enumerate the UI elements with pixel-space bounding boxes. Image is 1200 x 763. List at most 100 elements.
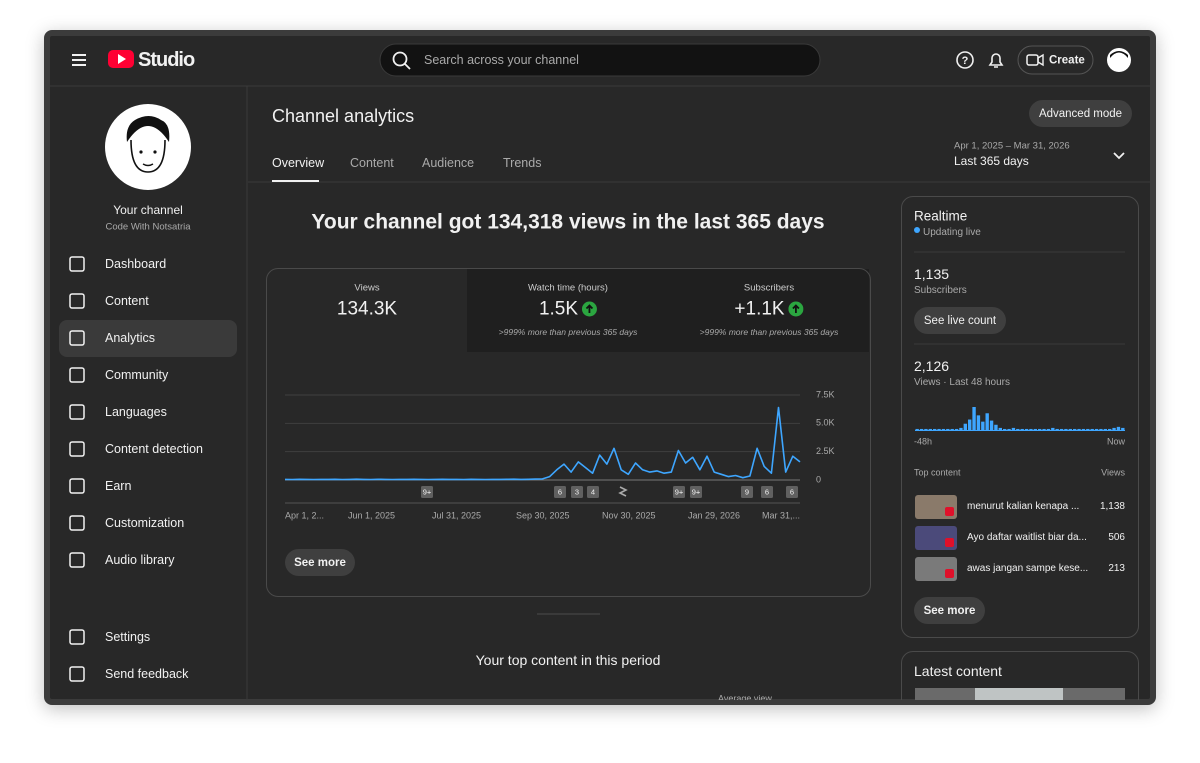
realtime-bar [928,428,932,430]
realtime-bar [968,419,972,430]
realtime-bar [1112,427,1116,430]
realtime-bar [976,415,981,430]
channel-name: Code With Notsatria [105,221,191,233]
y-tick-label: 5.0K [816,418,835,428]
top-content-title[interactable]: Ayo daftar waitlist biar da... [967,532,1087,543]
x-tick-label: Jul 31, 2025 [432,510,481,520]
svg-text:?: ? [962,55,969,67]
advanced-mode[interactable]: Advanced mode [1029,100,1132,127]
nav-item[interactable]: Languages [105,404,167,419]
subscriber-label: Subscribers [914,285,967,296]
channel-title[interactable]: Your channel [113,203,183,217]
realtime-bar [1042,428,1046,430]
nav-footer-item[interactable]: Settings [105,629,151,644]
nav-footer-item[interactable]: Send feedback [105,666,189,681]
help-icon[interactable] [956,51,974,69]
live-count-label[interactable]: See live count [923,314,997,327]
see-more-button[interactable]: See more [285,549,355,576]
up-icon [582,301,598,317]
nav-icon [69,629,85,645]
realtime-bar [972,407,976,430]
realtime-bar [963,423,967,430]
realtime-bar [1033,428,1037,430]
nav-icon [69,256,85,272]
tab[interactable]: Content [350,155,394,170]
create-button[interactable] [1017,45,1094,75]
brand[interactable]: Studio [138,49,195,71]
realtime-bar [954,428,959,430]
top-content-views: 506 [1108,532,1125,543]
realtime-bar [998,427,1002,430]
latest-card [901,651,1139,700]
x-tick-label: Nov 30, 2025 [602,510,656,520]
metric-label: Views [354,282,380,294]
nav-item[interactable]: Audio library [105,552,175,567]
top-content-views: 1,138 [1099,501,1125,512]
realtime-bar [989,420,994,430]
nav-item[interactable]: Analytics [105,330,156,345]
metric-value: 134.3K [337,300,397,319]
x-tick-label: Sep 30, 2025 [516,510,570,520]
see-more-label[interactable]: See more [294,556,346,569]
create-label[interactable]: Create [1049,54,1085,67]
bell-icon[interactable] [988,53,1004,68]
realtime-bar [1103,428,1107,430]
realtime-bar [1094,428,1099,430]
channel-avatar[interactable] [105,104,191,190]
marker-badge [786,486,798,498]
realtime-bar [1029,428,1033,430]
realtime-bar [1090,428,1094,430]
nav-item[interactable]: Content detection [105,441,203,456]
y-tick-label: 0 [816,474,821,484]
menu-icon[interactable] [72,54,86,66]
nav-icon [69,478,85,494]
realtime-bar [915,428,919,430]
y-tick-label: 2.5K [816,446,835,456]
window-frame [44,30,1156,705]
metric-value-text: +1.1K [734,298,785,320]
subscriber-count: 1,135 [914,266,950,282]
nav-item[interactable]: Earn [105,478,132,493]
marker-label: 4 [591,487,595,496]
nav-icon [69,441,85,457]
period[interactable]: Last 365 days [954,154,1029,168]
realtime-bar [1073,428,1077,430]
search-placeholder[interactable]: Search across your channel [424,52,579,67]
metric-label: Subscribers [743,282,795,294]
tab[interactable]: Trends [503,155,542,170]
date-range[interactable]: Apr 1, 2025 – Mar 31, 2026 [954,140,1070,152]
realtime-bar [994,424,998,430]
metric-value-text: 1.5K [538,298,579,320]
realtime-see-more[interactable]: See more [914,597,985,624]
search-box[interactable] [379,43,821,77]
nav-icon [69,666,85,682]
metric-value-text: 134.3K [336,298,398,320]
tab[interactable]: Audience [422,155,475,170]
realtime-bar [1121,427,1125,430]
realtime-bar [1011,427,1016,430]
date-chevron[interactable] [1113,152,1125,160]
nav-item[interactable]: Dashboard [105,256,167,271]
nav-icon [69,552,85,568]
realtime-bar [941,428,946,430]
axis-end: Now [1106,436,1125,447]
realtime-status: Updating live [923,227,981,238]
active-nav-bg [59,320,237,357]
advanced-mode-label[interactable]: Advanced mode [1038,107,1123,120]
realtime-bar [1064,428,1068,430]
top-content-title[interactable]: awas jangan sampe kese... [967,563,1089,574]
tab[interactable]: Overview [272,155,325,170]
marker-badge [741,486,753,498]
axis-start: -48h [914,436,933,447]
live-count-button[interactable]: See live count [914,307,1006,334]
realtime-bar [1046,428,1051,430]
top-content-title[interactable]: menurut kalian kenapa ... [967,501,1080,512]
nav-item[interactable]: Customization [105,515,185,530]
realtime-bar [1068,428,1072,430]
realtime-bar [950,428,954,430]
realtime-bar [985,413,989,430]
nav-item[interactable]: Community [105,367,169,382]
nav-item[interactable]: Content [105,293,149,308]
marker-label: 6 [558,487,562,496]
realtime-see-more-label[interactable]: See more [923,604,976,617]
